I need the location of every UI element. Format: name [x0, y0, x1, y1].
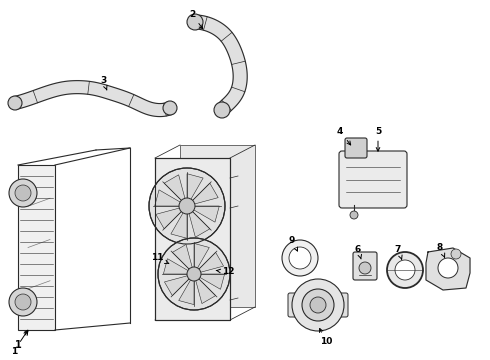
- Polygon shape: [195, 15, 247, 114]
- Polygon shape: [187, 206, 210, 237]
- Circle shape: [282, 240, 318, 276]
- Text: 5: 5: [375, 126, 381, 151]
- Polygon shape: [164, 175, 187, 206]
- Circle shape: [9, 288, 37, 316]
- Circle shape: [9, 179, 37, 207]
- Polygon shape: [194, 274, 224, 289]
- Circle shape: [158, 238, 230, 310]
- Circle shape: [187, 14, 203, 30]
- FancyBboxPatch shape: [345, 138, 367, 158]
- Text: 9: 9: [289, 235, 297, 251]
- Text: 7: 7: [395, 244, 402, 259]
- Circle shape: [292, 279, 344, 331]
- Circle shape: [214, 102, 230, 118]
- Text: 10: 10: [319, 328, 332, 346]
- Polygon shape: [180, 145, 255, 307]
- Text: 3: 3: [100, 76, 107, 90]
- Polygon shape: [194, 243, 209, 274]
- Polygon shape: [194, 274, 216, 303]
- Polygon shape: [194, 252, 223, 274]
- Polygon shape: [172, 244, 194, 274]
- Polygon shape: [179, 274, 194, 305]
- Circle shape: [149, 168, 225, 244]
- Text: 4: 4: [337, 126, 351, 145]
- Text: 12: 12: [216, 267, 234, 276]
- Circle shape: [350, 211, 358, 219]
- Circle shape: [302, 289, 334, 321]
- Circle shape: [163, 101, 177, 115]
- Polygon shape: [165, 274, 194, 296]
- Polygon shape: [163, 259, 194, 274]
- Text: 6: 6: [355, 244, 362, 259]
- Circle shape: [359, 262, 371, 274]
- FancyBboxPatch shape: [339, 151, 407, 208]
- Polygon shape: [426, 248, 470, 290]
- Polygon shape: [18, 165, 55, 330]
- Polygon shape: [14, 81, 173, 117]
- Circle shape: [179, 198, 195, 214]
- Circle shape: [187, 267, 201, 281]
- Polygon shape: [155, 190, 187, 206]
- Circle shape: [387, 252, 423, 288]
- Polygon shape: [187, 174, 203, 206]
- Circle shape: [15, 185, 31, 201]
- Circle shape: [15, 294, 31, 310]
- Polygon shape: [171, 206, 187, 238]
- Text: 1: 1: [11, 330, 28, 356]
- Polygon shape: [187, 183, 218, 206]
- Circle shape: [451, 249, 461, 259]
- Text: 2: 2: [189, 9, 203, 29]
- Text: 1: 1: [15, 331, 28, 350]
- Text: 8: 8: [437, 243, 445, 257]
- Circle shape: [289, 247, 311, 269]
- Circle shape: [310, 297, 326, 313]
- Polygon shape: [156, 206, 187, 229]
- Circle shape: [395, 260, 415, 280]
- Polygon shape: [187, 206, 220, 222]
- Circle shape: [8, 96, 22, 110]
- FancyBboxPatch shape: [353, 252, 377, 280]
- Polygon shape: [155, 158, 230, 320]
- Text: 11: 11: [151, 253, 169, 264]
- FancyBboxPatch shape: [288, 293, 348, 317]
- Circle shape: [438, 258, 458, 278]
